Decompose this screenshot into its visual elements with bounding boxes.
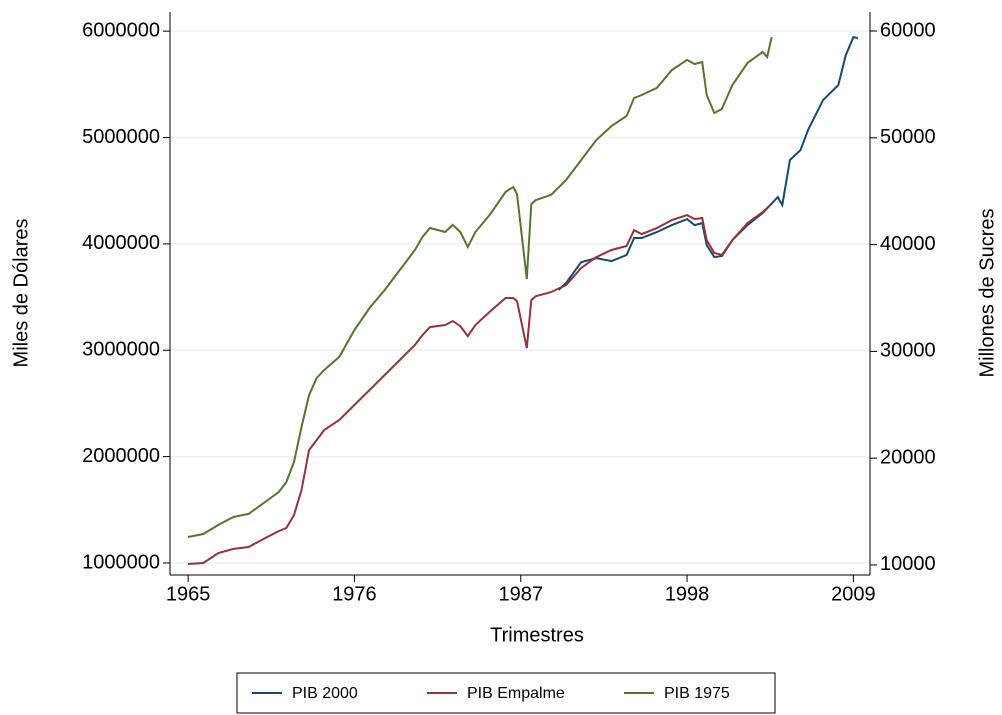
x-tick-label: 1998 <box>665 583 710 605</box>
y2-tick-label: 40000 <box>880 233 936 255</box>
y2-tick-label: 30000 <box>880 340 936 362</box>
y-tick-label: 2000000 <box>82 445 160 467</box>
y-tick-label: 6000000 <box>82 19 160 41</box>
y-tick-label: 1000000 <box>82 551 160 573</box>
y2-tick-label: 50000 <box>880 126 936 148</box>
series-line <box>187 36 773 538</box>
y-tick-label: 4000000 <box>82 232 160 254</box>
legend-label: PIB Empalme <box>467 685 565 702</box>
y-tick-label: 3000000 <box>82 339 160 361</box>
y2-tick-label: 10000 <box>880 553 936 575</box>
x-tick-label: 1987 <box>499 583 544 605</box>
y2-tick-label: 60000 <box>880 19 936 41</box>
y-axis-title: Miles de Dólares <box>10 219 32 368</box>
x-tick-label: 1965 <box>166 583 211 605</box>
y2-axis-title: Millones de Sucres <box>976 209 998 378</box>
x-axis-title: Trimestres <box>490 624 584 646</box>
x-tick-label: 1976 <box>332 583 377 605</box>
legend-label: PIB 2000 <box>292 685 358 702</box>
y-tick-label: 5000000 <box>82 126 160 148</box>
y2-tick-label: 20000 <box>880 446 936 468</box>
legend-label: PIB 1975 <box>664 685 730 702</box>
series-line <box>557 35 859 291</box>
series-line <box>188 204 771 565</box>
legend-box <box>236 672 776 714</box>
x-tick-label: 2009 <box>831 583 876 605</box>
